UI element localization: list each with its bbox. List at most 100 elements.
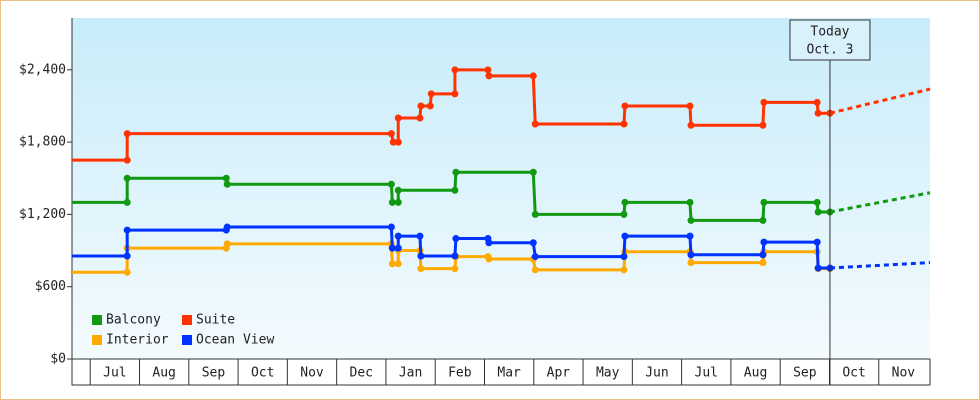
series-line — [72, 242, 830, 274]
y-tick-label: $0 — [50, 352, 66, 367]
x-tick-label: Sep — [793, 366, 817, 381]
point — [531, 120, 539, 128]
point — [687, 251, 695, 259]
point — [687, 259, 695, 267]
x-tick-label: Feb — [448, 366, 472, 381]
point — [394, 114, 402, 122]
point — [687, 121, 695, 129]
point — [759, 216, 767, 224]
legend-swatch — [92, 315, 102, 325]
point — [687, 216, 695, 224]
y-tick-label: $600 — [35, 279, 66, 294]
x-tick-label: Oct — [251, 366, 274, 381]
projection-line — [829, 87, 931, 115]
point — [760, 98, 768, 106]
point — [620, 120, 628, 128]
point — [394, 186, 402, 194]
point — [451, 265, 459, 273]
point — [222, 174, 230, 182]
point — [529, 168, 537, 176]
point — [389, 138, 397, 146]
point — [452, 235, 460, 243]
x-tick-label: Jul — [695, 366, 718, 381]
point — [484, 66, 492, 74]
point — [426, 102, 434, 110]
x-tick-label: Jan — [399, 366, 422, 381]
legend-label: Suite — [196, 313, 235, 328]
point — [387, 130, 395, 138]
today-label: Today — [810, 25, 849, 40]
point — [814, 109, 822, 117]
point — [620, 253, 628, 261]
x-tick-label: Mar — [497, 366, 521, 381]
legend-label: Interior — [106, 333, 169, 348]
point — [451, 252, 459, 260]
x-tick-label: Dec — [350, 366, 373, 381]
point — [620, 210, 628, 218]
point — [813, 98, 821, 106]
point — [531, 253, 539, 261]
point — [223, 240, 231, 248]
point — [123, 252, 131, 260]
point — [123, 268, 131, 276]
point — [388, 198, 396, 206]
x-tick-label: Oct — [842, 366, 865, 381]
x-axis-band — [71, 358, 931, 386]
point — [760, 198, 768, 206]
point — [621, 102, 629, 110]
point — [485, 239, 493, 247]
legend-swatch — [182, 315, 192, 325]
point — [388, 244, 396, 252]
point — [223, 223, 231, 231]
point — [416, 232, 424, 240]
point — [529, 72, 537, 80]
point — [394, 260, 402, 268]
point — [686, 198, 694, 206]
x-tick-label: Jul — [103, 366, 126, 381]
x-tick-label: Aug — [152, 366, 175, 381]
point — [394, 232, 402, 240]
point — [760, 238, 768, 246]
plot-background — [72, 18, 930, 359]
legend-swatch — [182, 335, 192, 345]
point — [123, 156, 131, 164]
point — [529, 239, 537, 247]
point — [387, 223, 395, 231]
point — [759, 251, 767, 259]
point — [123, 198, 131, 206]
point — [416, 114, 424, 122]
point — [686, 232, 694, 240]
point — [394, 244, 402, 252]
y-tick-label: $2,400 — [19, 62, 66, 77]
point — [388, 260, 396, 268]
point — [451, 186, 459, 194]
legend-label: Ocean View — [196, 333, 274, 348]
point — [451, 90, 459, 98]
x-tick-label: Apr — [547, 366, 571, 381]
legend-label: Balcony — [106, 313, 161, 328]
projection-line — [829, 261, 931, 270]
point — [452, 168, 460, 176]
point — [621, 198, 629, 206]
x-tick-label: Jun — [645, 366, 668, 381]
point — [417, 102, 425, 110]
point — [759, 259, 767, 267]
point — [387, 180, 395, 188]
x-tick-label: Aug — [744, 366, 767, 381]
point — [394, 198, 402, 206]
projection-line — [829, 191, 931, 214]
point — [417, 265, 425, 273]
legend-swatch — [92, 335, 102, 345]
point — [814, 264, 822, 272]
today-label: Oct. 3 — [806, 43, 853, 58]
point — [123, 226, 131, 234]
x-tick-label: Nov — [300, 366, 324, 381]
point — [223, 180, 231, 188]
point — [813, 238, 821, 246]
point — [123, 130, 131, 138]
point — [531, 266, 539, 274]
point — [813, 198, 821, 206]
point — [485, 255, 493, 263]
point — [394, 138, 402, 146]
